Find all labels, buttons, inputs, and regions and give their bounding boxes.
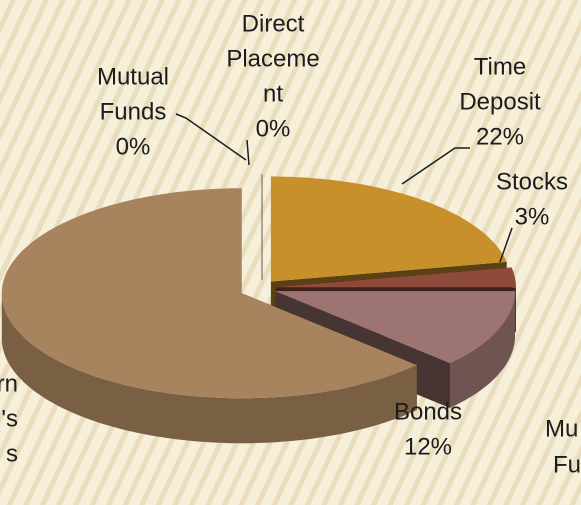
value-label: 12% xyxy=(404,433,452,460)
slice-label: Direct xyxy=(242,10,305,37)
slice xyxy=(275,291,515,363)
value-label: 0% xyxy=(256,115,291,142)
slice-label: rn xyxy=(0,370,18,397)
slice-side xyxy=(1,293,417,444)
slice-label: Funds xyxy=(100,98,167,125)
slice-label: Time xyxy=(474,53,526,80)
leader-line xyxy=(499,227,513,263)
slice-label: Stocks xyxy=(496,168,568,195)
slice-label: Bonds xyxy=(394,398,462,425)
annotation: Fu xyxy=(553,451,581,478)
slice-label: nt xyxy=(263,80,283,107)
leader-line xyxy=(401,147,470,185)
leader-line xyxy=(175,113,247,161)
leader-line xyxy=(246,139,250,166)
slice-side xyxy=(450,291,515,408)
slice-label: Placeme xyxy=(226,45,319,72)
slice-label: Mutual xyxy=(97,63,169,90)
value-label: 22% xyxy=(476,123,524,150)
slice xyxy=(270,176,507,282)
value-label: 3% xyxy=(515,203,550,230)
annotation: Mu xyxy=(545,415,578,442)
slice xyxy=(275,267,516,288)
slice-label: s xyxy=(6,440,18,467)
value-label: 0% xyxy=(116,133,151,160)
slice xyxy=(1,188,417,399)
slice-label: Deposit xyxy=(459,88,541,115)
slice-label: 's xyxy=(1,405,18,432)
pie xyxy=(1,174,516,444)
